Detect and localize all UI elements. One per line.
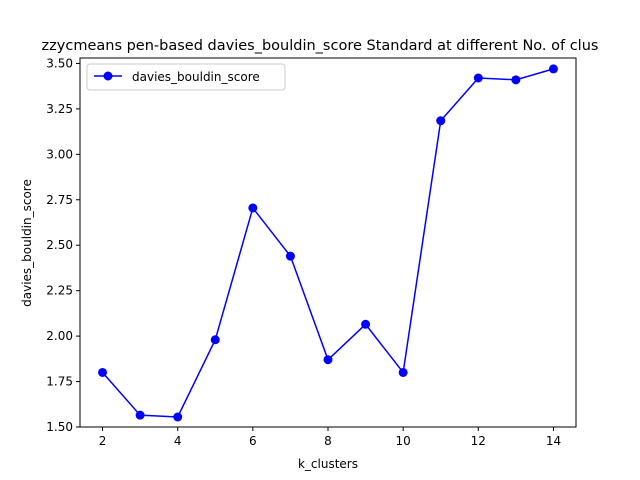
data-point <box>248 203 258 213</box>
legend: davies_bouldin_score <box>86 63 286 91</box>
legend-marker <box>103 71 113 81</box>
y-axis-label: davies_bouldin_score <box>20 179 34 307</box>
y-tick-label: 2.75 <box>46 193 73 207</box>
x-tick-label: 14 <box>546 434 561 448</box>
plot-area <box>79 57 577 428</box>
x-tick-label: 4 <box>174 434 182 448</box>
data-point <box>548 64 558 74</box>
data-point <box>436 116 446 126</box>
y-axis: 1.50 1.75 2.00 2.25 2.50 2.75 3.00 3.25 3.50 <box>46 56 80 434</box>
y-tick-label: 2.50 <box>46 238 73 252</box>
legend-box <box>86 63 286 91</box>
x-tick-label: 12 <box>471 434 486 448</box>
y-tick-label: 3.25 <box>46 102 73 116</box>
data-point <box>98 367 108 377</box>
data-point <box>285 251 295 261</box>
data-point <box>511 75 521 85</box>
y-tick-label: 2.25 <box>46 284 73 298</box>
y-tick-label: 3.50 <box>46 56 73 70</box>
x-axis-label: k_clusters <box>298 457 358 471</box>
data-point <box>173 412 183 422</box>
series-line <box>101 68 554 418</box>
data-point <box>473 73 483 83</box>
chart-title: zzycmeans pen-based davies_bouldin_score… <box>42 38 599 54</box>
plot-frame <box>79 57 577 428</box>
y-tick-label: 1.50 <box>46 420 73 434</box>
data-point <box>210 335 220 345</box>
x-tick-label: 10 <box>396 434 411 448</box>
data-point <box>361 319 371 329</box>
x-axis: 2 4 6 8 10 12 14 <box>99 427 561 448</box>
x-tick-label: 8 <box>324 434 332 448</box>
data-point <box>398 367 408 377</box>
legend-label: davies_bouldin_score <box>132 70 260 84</box>
x-tick-label: 2 <box>99 434 107 448</box>
data-point <box>135 410 145 420</box>
y-tick-label: 2.00 <box>46 329 73 343</box>
data-point <box>323 355 333 365</box>
y-tick-label: 3.00 <box>46 147 73 161</box>
y-tick-label: 1.75 <box>46 375 73 389</box>
x-tick-label: 6 <box>249 434 257 448</box>
series-group <box>98 64 558 422</box>
